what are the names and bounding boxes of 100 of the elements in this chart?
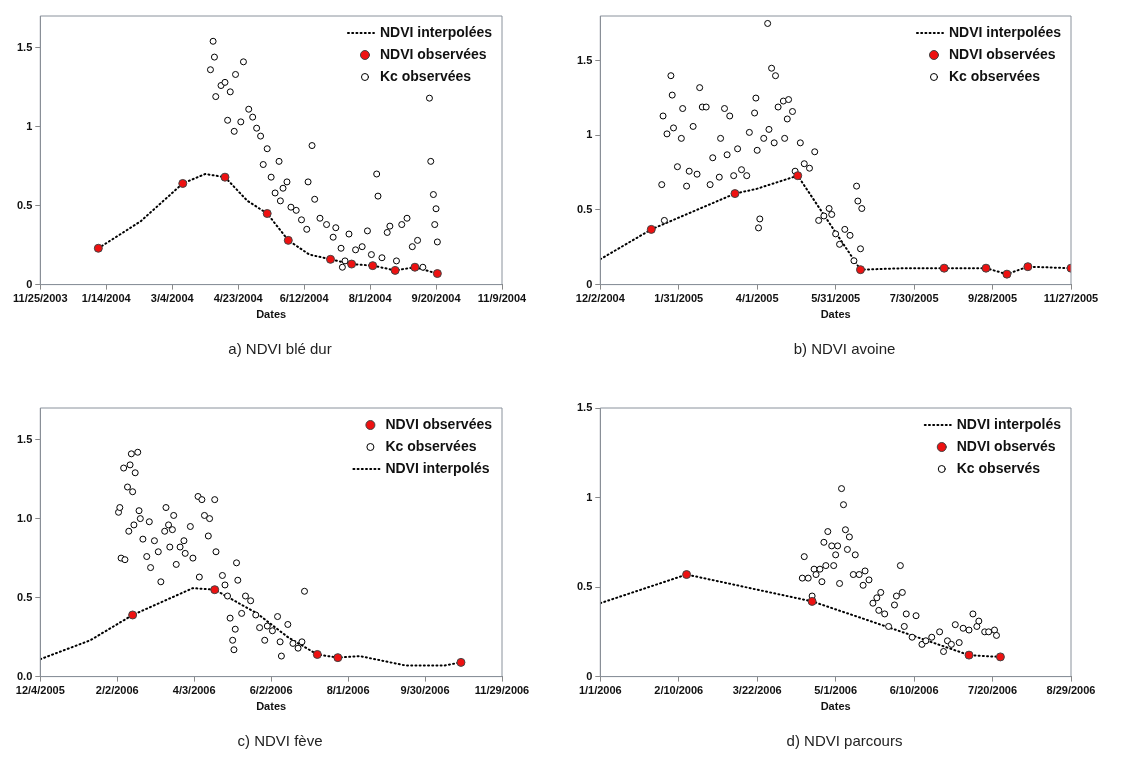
x-tick-label: 4/1/2005 (735, 292, 779, 305)
point (398, 221, 406, 229)
x-tick-label: 11/27/2005 (1043, 292, 1099, 305)
point (292, 206, 300, 214)
x-axis-title: Dates (820, 308, 851, 321)
point (959, 624, 967, 632)
legend-label: NDVI observés (956, 437, 1056, 454)
x-tick-label: 3/4/2004 (150, 292, 195, 305)
point (861, 567, 869, 575)
point (352, 246, 360, 254)
y-tick-label: 0.5 (16, 590, 33, 603)
point (249, 113, 257, 121)
point (896, 562, 904, 570)
point (128, 610, 138, 620)
point (257, 132, 265, 140)
point (985, 628, 993, 636)
point (230, 127, 238, 135)
point (283, 178, 291, 186)
x-tick-label: 2/10/2006 (654, 684, 704, 697)
point (995, 652, 1005, 662)
point (262, 209, 272, 218)
x-tick-label: 6/2/2006 (249, 684, 293, 697)
x-axis-title: Dates (820, 700, 851, 713)
point (338, 263, 346, 271)
point (93, 243, 103, 253)
point (232, 70, 240, 78)
x-tick-label: 2/2/2006 (95, 684, 139, 697)
point (951, 621, 959, 629)
legend-label: NDVI observées (385, 415, 493, 432)
point (804, 574, 812, 582)
point (943, 637, 951, 645)
point (1002, 269, 1012, 279)
point (429, 191, 437, 199)
point (902, 610, 910, 618)
x-tick-label: 5/1/2006 (814, 684, 858, 697)
point (964, 650, 974, 660)
legend-label: Kc observées (379, 67, 472, 84)
point (329, 233, 337, 241)
point (279, 184, 287, 192)
point (323, 221, 331, 229)
point (276, 197, 284, 205)
point (855, 265, 865, 275)
point (912, 612, 920, 620)
point (392, 257, 400, 265)
x-axis-title: Dates (256, 308, 287, 321)
point (253, 124, 261, 132)
text: b) NDVI avoine (792, 340, 897, 357)
point (816, 565, 824, 573)
point (220, 172, 230, 182)
y-tick-label: 1 (586, 490, 593, 503)
point (881, 610, 889, 618)
point (221, 78, 229, 86)
legend-label: NDVI interpolés (385, 459, 490, 476)
point (800, 553, 808, 561)
point (851, 551, 859, 559)
point (875, 606, 883, 614)
point (456, 657, 466, 667)
x-tick-label: 1/31/2005 (654, 292, 704, 305)
point (226, 88, 234, 96)
point (877, 588, 885, 596)
point (1023, 262, 1033, 272)
point (855, 571, 863, 579)
y-tick-label: 1 (26, 119, 33, 132)
point (206, 66, 214, 74)
point (838, 485, 846, 493)
point (304, 178, 312, 186)
y-tick-label: 1.5 (16, 40, 33, 53)
x-tick-label: 7/30/2005 (889, 292, 939, 305)
point (363, 227, 371, 235)
point (818, 578, 826, 586)
point (386, 222, 394, 230)
y-tick-label: 1.5 (576, 53, 593, 66)
point (332, 224, 340, 232)
point (283, 235, 293, 245)
x-tick-label: 11/25/2003 (13, 292, 68, 305)
legend-label: Kc observées (385, 437, 477, 454)
point (271, 189, 279, 197)
point (431, 221, 439, 229)
point (812, 571, 820, 579)
point (828, 542, 836, 550)
point (432, 269, 442, 279)
text: a) NDVI blé dur (227, 340, 333, 357)
legend-label: NDVI observées (948, 45, 1056, 62)
point (408, 243, 416, 251)
point (373, 170, 381, 178)
y-tick-label: 0.5 (576, 203, 593, 216)
point (841, 526, 849, 534)
point (936, 628, 944, 636)
point (822, 562, 830, 570)
point (245, 105, 253, 113)
point (922, 637, 930, 645)
x-tick-label: 12/4/2005 (15, 684, 65, 697)
point (839, 501, 847, 509)
text: d) NDVI parcours (785, 732, 904, 749)
point (843, 545, 851, 553)
y-tick-label: 0 (586, 669, 593, 682)
x-tick-label: 8/1/2006 (326, 684, 370, 697)
point (368, 261, 378, 271)
point (224, 116, 232, 124)
point (210, 53, 218, 61)
